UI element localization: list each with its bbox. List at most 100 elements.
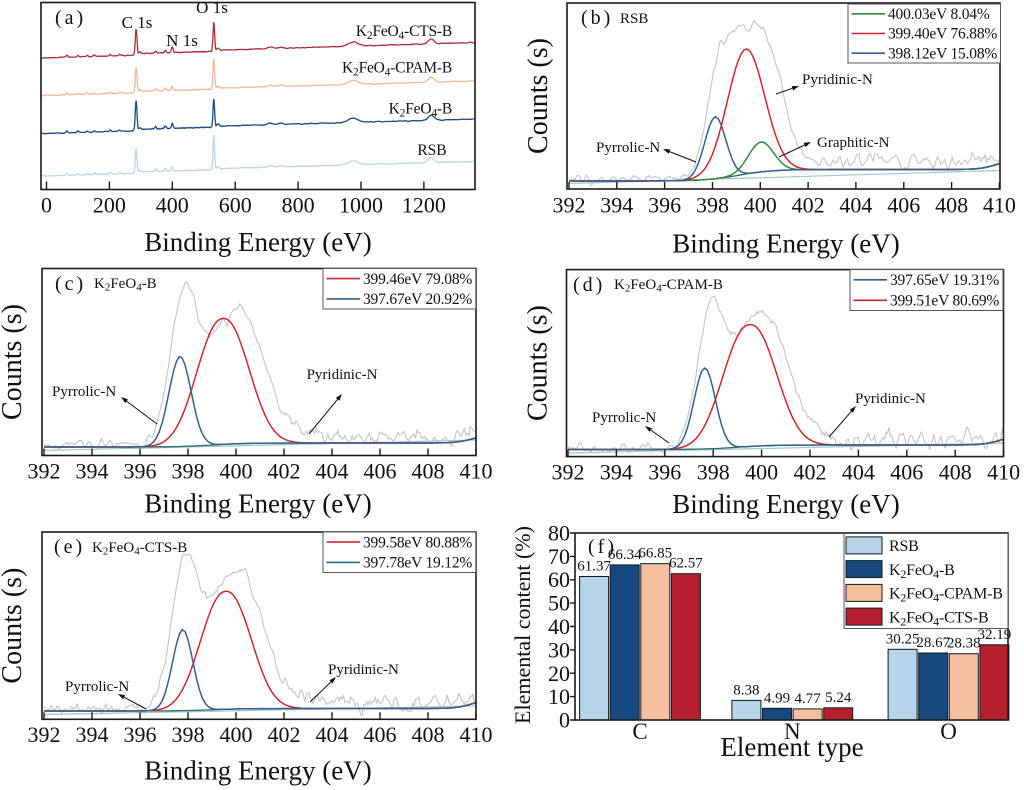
svg-text:(b): (b) [581,7,613,29]
svg-text:404: 404 [316,459,349,484]
svg-text:394: 394 [600,193,633,218]
svg-text:Elemental content (%): Elemental content (%) [510,526,535,724]
svg-text:(e): (e) [54,536,85,558]
svg-text:Binding Energy (eV): Binding Energy (eV) [144,489,371,519]
svg-text:N: N [784,719,801,744]
svg-text:60: 60 [548,567,570,592]
svg-text:K2FeO4-B: K2FeO4-B [389,101,452,120]
svg-text:410: 410 [987,460,1020,485]
svg-text:392: 392 [552,460,585,485]
svg-text:406: 406 [887,193,920,218]
svg-text:408: 408 [412,722,445,747]
svg-text:399.51eV 80.69%: 399.51eV 80.69% [890,293,999,310]
svg-text:402: 402 [794,460,827,485]
svg-text:406: 406 [890,460,923,485]
svg-text:RSB: RSB [889,538,919,555]
svg-text:70: 70 [548,544,570,569]
svg-text:4.77: 4.77 [794,691,821,707]
svg-text:K2FeO4-CTS-B: K2FeO4-CTS-B [889,609,988,628]
svg-text:Pyrrolic-N: Pyrrolic-N [65,679,129,695]
svg-text:O: O [940,719,957,744]
svg-text:800: 800 [282,193,315,218]
svg-text:399.58eV 80.88%: 399.58eV 80.88% [363,534,472,551]
svg-text:20: 20 [548,661,570,686]
svg-text:N 1s: N 1s [166,31,198,50]
svg-text:394: 394 [600,460,633,485]
svg-text:Graphitic-N: Graphitic-N [817,135,890,151]
svg-text:K2FeO4-CTS-B: K2FeO4-CTS-B [92,540,187,558]
svg-text:Counts (s): Counts (s) [0,568,28,684]
svg-text:(c): (c) [55,273,86,295]
svg-text:Pyridinic-N: Pyridinic-N [328,662,399,678]
svg-text:404: 404 [842,460,875,485]
svg-text:28.38: 28.38 [947,636,981,652]
svg-text:410: 410 [460,722,493,747]
svg-text:40: 40 [548,614,570,639]
svg-text:396: 396 [648,193,681,218]
svg-text:392: 392 [28,722,61,747]
svg-text:394: 394 [76,459,109,484]
svg-text:400.03eV 8.04%: 400.03eV 8.04% [888,6,990,23]
svg-text:404: 404 [839,193,872,218]
svg-text:Pyrrolic-N: Pyrrolic-N [52,384,116,400]
svg-text:398: 398 [172,459,205,484]
svg-text:62.57: 62.57 [669,556,703,572]
svg-text:400: 400 [745,460,778,485]
svg-text:1000: 1000 [339,193,383,218]
svg-text:400: 400 [220,722,253,747]
svg-text:O 1s: O 1s [196,0,228,17]
svg-text:396: 396 [124,459,157,484]
svg-text:Binding Energy (eV): Binding Energy (eV) [672,229,899,259]
svg-text:4.99: 4.99 [764,690,790,706]
svg-text:398: 398 [172,722,205,747]
svg-text:398: 398 [696,193,729,218]
svg-text:402: 402 [268,459,301,484]
svg-text:0: 0 [41,193,52,218]
svg-text:K2FeO4-B: K2FeO4-B [889,562,955,581]
svg-text:410: 410 [983,193,1016,218]
svg-text:Counts (s): Counts (s) [523,305,554,421]
svg-text:399.40eV 76.88%: 399.40eV 76.88% [888,26,997,43]
svg-text:398.12eV 15.08%: 398.12eV 15.08% [888,45,997,62]
svg-text:392: 392 [553,193,586,218]
svg-text:66.85: 66.85 [638,546,672,562]
svg-text:32.19: 32.19 [978,627,1012,643]
svg-text:Pyridinic-N: Pyridinic-N [802,72,873,88]
svg-text:404: 404 [316,722,349,747]
svg-text:397.65eV 19.31%: 397.65eV 19.31% [890,272,999,289]
svg-text:30.25: 30.25 [886,631,920,647]
svg-text:66.34: 66.34 [608,547,642,563]
svg-text:K2FeO4-CPAM-B: K2FeO4-CPAM-B [614,277,723,295]
svg-text:406: 406 [364,459,397,484]
svg-text:400: 400 [220,459,253,484]
svg-text:Pyridinic-N: Pyridinic-N [307,367,378,383]
svg-text:394: 394 [76,722,109,747]
svg-text:402: 402 [268,722,301,747]
svg-text:8.38: 8.38 [733,682,759,698]
svg-text:61.37: 61.37 [577,559,611,575]
svg-text:396: 396 [648,460,681,485]
svg-text:5.24: 5.24 [825,690,852,706]
svg-text:Binding Energy (eV): Binding Energy (eV) [144,227,371,257]
svg-text:406: 406 [364,722,397,747]
svg-text:Pyrrolic-N: Pyrrolic-N [596,140,660,156]
svg-text:10: 10 [548,684,570,709]
svg-text:392: 392 [28,459,61,484]
svg-text:400: 400 [156,193,189,218]
svg-text:0: 0 [559,708,570,733]
svg-text:K2FeO4-CPAM-B: K2FeO4-CPAM-B [889,586,1003,605]
svg-text:(a): (a) [55,7,86,29]
svg-text:30: 30 [548,637,570,662]
svg-text:200: 200 [93,193,126,218]
svg-text:408: 408 [412,459,445,484]
svg-text:Binding Energy (eV): Binding Energy (eV) [672,489,899,519]
svg-text:Counts (s): Counts (s) [523,38,554,154]
svg-text:Binding Energy (eV): Binding Energy (eV) [144,756,371,786]
svg-text:(f): (f) [588,536,617,558]
svg-text:K2FeO4-B: K2FeO4-B [94,276,157,294]
svg-text:397.67eV 20.92%: 397.67eV 20.92% [363,291,472,308]
svg-text:Pyrrolic-N: Pyrrolic-N [592,410,656,426]
svg-text:80: 80 [548,521,570,546]
svg-text:397.78eV 19.12%: 397.78eV 19.12% [363,555,472,572]
svg-text:50: 50 [548,591,570,616]
